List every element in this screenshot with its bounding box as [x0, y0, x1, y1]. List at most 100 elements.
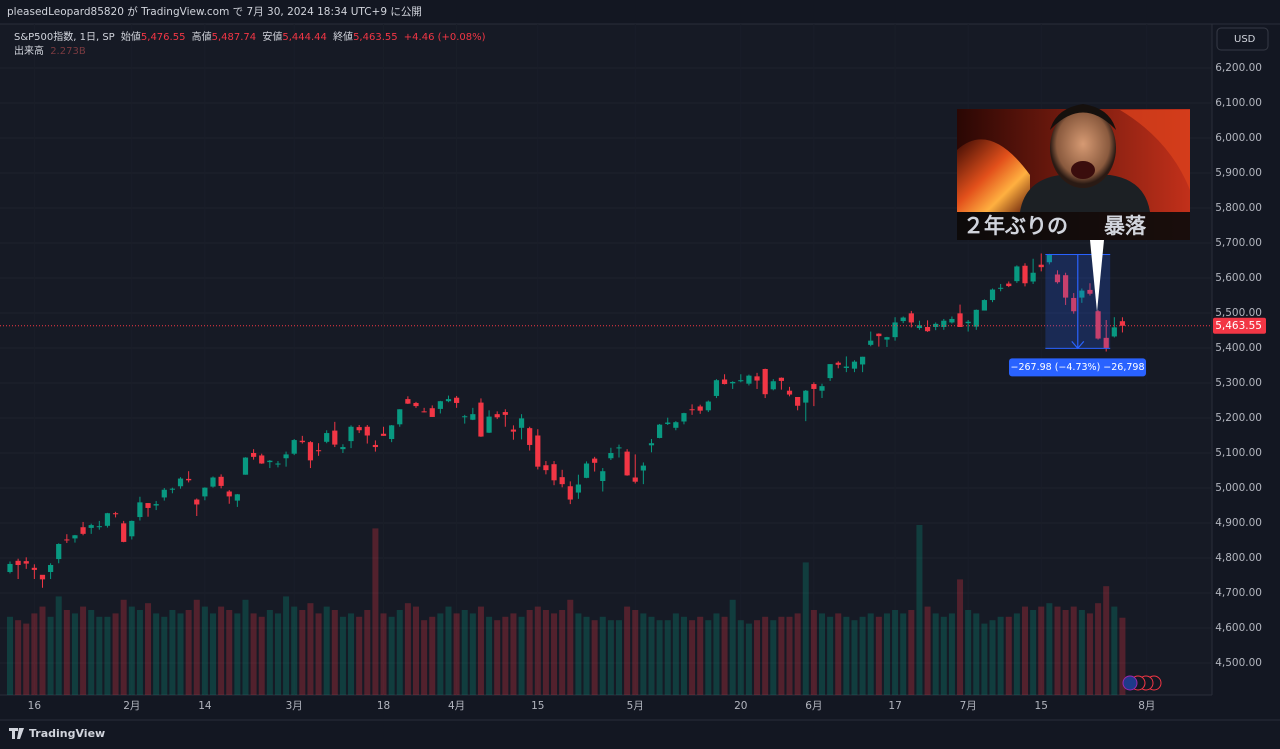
- volume-bar: [624, 606, 631, 695]
- thumbnail-lava: [957, 139, 1030, 212]
- currency-button[interactable]: [1216, 27, 1269, 51]
- volume-bar: [7, 616, 13, 695]
- volume-bar: [754, 620, 761, 695]
- volume-bar: [210, 613, 216, 695]
- candle-body: [721, 379, 728, 385]
- volume-bar: [957, 579, 964, 695]
- candle-body: [15, 560, 21, 566]
- volume-bar: [299, 610, 306, 695]
- candle-body: [1063, 275, 1069, 298]
- volume-bar: [104, 616, 111, 695]
- volume-bar: [892, 610, 899, 695]
- candle-body: [510, 429, 517, 432]
- candle-body: [860, 356, 866, 365]
- volume-bar: [1022, 606, 1028, 695]
- x-tick-label: 3月: [286, 700, 303, 712]
- volume-bar: [689, 620, 696, 695]
- candle-body: [1087, 289, 1093, 294]
- candle-body: [1046, 254, 1052, 263]
- candle-body: [112, 513, 119, 515]
- volume-bar: [250, 613, 257, 695]
- currency-label[interactable]: USD: [1234, 34, 1256, 45]
- candle-body: [892, 322, 898, 338]
- y-tick-label: 5,500.00: [1215, 307, 1262, 319]
- x-tick-label: 14: [198, 700, 212, 712]
- candle-body: [648, 443, 655, 446]
- volume-bar: [632, 610, 639, 695]
- last-price-box: [1213, 317, 1266, 334]
- legend-high: 5,487.74: [212, 32, 257, 43]
- volume-bar: [721, 616, 728, 695]
- volume-bar: [31, 613, 38, 695]
- candle-body: [884, 337, 890, 340]
- candle-body: [1095, 311, 1101, 339]
- x-tick-label: 6月: [805, 700, 822, 712]
- volume-bar: [112, 613, 119, 695]
- x-tick-label: 5月: [627, 700, 644, 712]
- candle-body: [80, 527, 86, 534]
- candle-body: [851, 361, 858, 369]
- event-icon[interactable]: [1122, 675, 1138, 691]
- volume-bar: [859, 616, 866, 695]
- legend-close: 5,463.55: [353, 32, 398, 43]
- candle-body: [973, 309, 979, 327]
- y-tick-label: 4,500.00: [1215, 657, 1262, 669]
- candle-body: [1006, 283, 1012, 287]
- candle-body: [738, 380, 744, 382]
- volume-bar: [786, 616, 793, 695]
- candle-body: [746, 375, 752, 384]
- candle-body: [486, 416, 492, 433]
- candle-body: [673, 422, 679, 428]
- candle-body: [916, 325, 923, 329]
- candle-body: [518, 418, 525, 428]
- volume-bar: [989, 620, 996, 695]
- candle-body: [989, 289, 996, 301]
- candle-body: [843, 366, 849, 368]
- volume-bar: [1062, 610, 1069, 695]
- y-tick-label: 5,000.00: [1215, 482, 1262, 494]
- candle-body: [299, 440, 305, 443]
- y-tick-label: 5,200.00: [1215, 412, 1262, 424]
- y-tick-label: 5,900.00: [1215, 167, 1262, 179]
- candle-body: [543, 465, 549, 471]
- candle-body: [64, 539, 70, 541]
- volume-bar: [599, 616, 606, 695]
- candle-body: [559, 477, 565, 485]
- volume-bar: [802, 562, 809, 695]
- volume-bar: [193, 599, 200, 695]
- candle-body: [1079, 290, 1085, 298]
- candle-body: [1054, 274, 1061, 283]
- volume-bar: [128, 606, 135, 695]
- volume-bar: [258, 616, 265, 695]
- candle-body: [251, 453, 257, 457]
- candle-body: [56, 544, 62, 560]
- volume-bar: [924, 606, 931, 695]
- footer: TradingView: [9, 727, 105, 740]
- volume-bar: [356, 616, 363, 695]
- y-tick-label: 5,300.00: [1215, 377, 1262, 389]
- legend-low-label: 安値: [262, 30, 282, 43]
- volume-bar: [705, 620, 712, 695]
- x-tick-label: 7月: [960, 700, 977, 712]
- candle-body: [949, 318, 955, 323]
- volume-bar: [1046, 603, 1053, 695]
- volume-bar: [810, 610, 817, 695]
- volume-bar: [729, 599, 736, 695]
- volume-bar: [640, 613, 647, 695]
- volume-legend-label: 出来高: [14, 44, 44, 57]
- volume-bar: [997, 616, 1004, 695]
- volume-bar: [315, 613, 322, 695]
- volume-bar: [145, 603, 152, 695]
- volume-bar: [55, 596, 62, 695]
- candle-body: [1030, 272, 1036, 282]
- candle-body: [965, 321, 971, 324]
- volume-bar: [372, 528, 379, 695]
- candle-body: [389, 425, 395, 440]
- volume-bar: [486, 616, 493, 695]
- candle-body: [137, 502, 143, 518]
- volume-bar: [404, 603, 411, 695]
- volume-bar: [339, 616, 346, 695]
- grid: [0, 24, 1212, 695]
- candle-body: [324, 433, 330, 442]
